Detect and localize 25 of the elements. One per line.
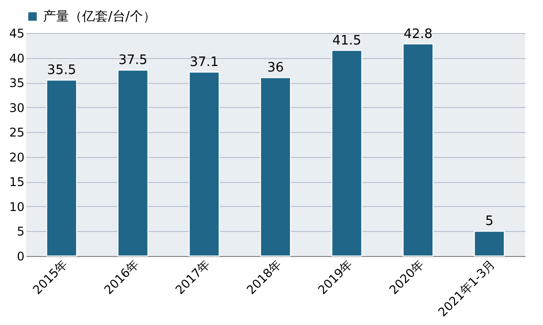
y-tick-label: 45 xyxy=(9,26,24,40)
bar xyxy=(188,72,220,256)
bar xyxy=(331,50,362,256)
data-label: 41.5 xyxy=(332,33,362,48)
data-label: 35.5 xyxy=(47,63,76,78)
y-tick-label: 10 xyxy=(9,200,24,214)
y-tick-label: 0 xyxy=(16,250,24,264)
y-tick-label: 15 xyxy=(9,175,24,190)
y-tick-label: 35 xyxy=(9,76,24,90)
y-tick-label: 40 xyxy=(9,51,24,66)
bar xyxy=(117,70,148,256)
legend-label: 产量（亿套/台/个） xyxy=(43,10,156,24)
y-tick-label: 30 xyxy=(9,100,24,115)
data-label: 37.5 xyxy=(118,53,148,68)
data-label: 36 xyxy=(267,60,284,76)
y-tick-label: 20 xyxy=(9,150,24,164)
bar xyxy=(46,80,78,256)
bar xyxy=(474,230,505,256)
y-tick-label: 25 xyxy=(9,126,24,140)
data-label: 5 xyxy=(485,214,494,230)
bar xyxy=(402,43,434,256)
bar xyxy=(260,77,291,256)
data-label: 42.8 xyxy=(404,26,433,42)
data-label: 37.1 xyxy=(190,55,219,70)
y-tick-label: 5 xyxy=(16,224,24,239)
